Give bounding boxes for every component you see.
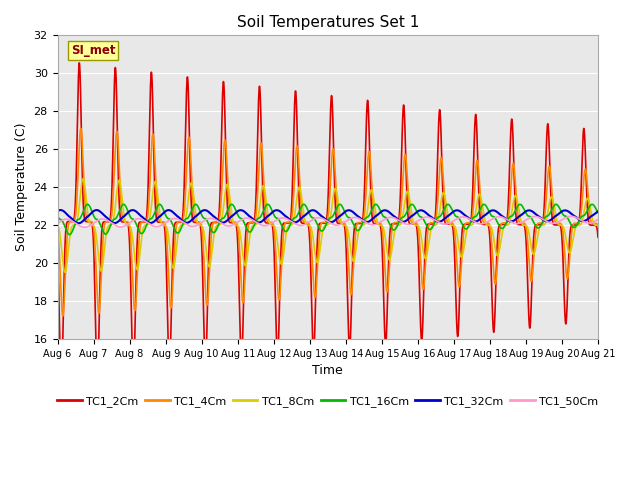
Legend: TC1_2Cm, TC1_4Cm, TC1_8Cm, TC1_16Cm, TC1_32Cm, TC1_50Cm: TC1_2Cm, TC1_4Cm, TC1_8Cm, TC1_16Cm, TC1… — [53, 392, 603, 412]
TC1_4Cm — [151, 157, 159, 163]
TC1_32Cm — [57, 207, 65, 213]
Line: TC1_16Cm: TC1_16Cm — [58, 204, 598, 235]
TC1_50Cm — [567, 214, 575, 219]
TC1_32Cm — [480, 213, 488, 219]
TC1_4Cm — [308, 246, 316, 252]
TC1_8Cm — [449, 222, 457, 228]
TC1_32Cm — [75, 220, 83, 226]
TC1_4Cm — [77, 125, 84, 131]
Line: TC1_50Cm: TC1_50Cm — [58, 216, 598, 227]
TC1_16Cm — [84, 202, 92, 207]
TC1_2Cm — [480, 222, 488, 228]
TC1_50Cm — [81, 224, 88, 230]
TC1_2Cm — [449, 226, 457, 231]
TC1_4Cm — [594, 223, 602, 229]
Title: Soil Temperatures Set 1: Soil Temperatures Set 1 — [237, 15, 419, 30]
TC1_4Cm — [594, 222, 602, 228]
TC1_32Cm — [594, 209, 602, 215]
TC1_50Cm — [308, 217, 316, 223]
Line: TC1_8Cm: TC1_8Cm — [58, 179, 598, 273]
TC1_8Cm — [594, 222, 602, 228]
Line: TC1_2Cm: TC1_2Cm — [58, 63, 598, 383]
TC1_4Cm — [480, 219, 488, 225]
TC1_2Cm — [151, 191, 159, 197]
TC1_50Cm — [419, 215, 427, 221]
TC1_8Cm — [61, 270, 69, 276]
TC1_16Cm — [449, 209, 457, 215]
TC1_2Cm — [58, 380, 65, 385]
X-axis label: Time: Time — [312, 364, 343, 377]
TC1_50Cm — [54, 220, 61, 226]
TC1_32Cm — [308, 207, 316, 213]
TC1_16Cm — [480, 202, 488, 207]
TC1_2Cm — [419, 312, 427, 318]
TC1_4Cm — [419, 287, 427, 292]
TC1_2Cm — [54, 242, 61, 248]
TC1_50Cm — [594, 216, 602, 222]
TC1_4Cm — [54, 225, 61, 230]
TC1_8Cm — [594, 223, 602, 228]
TC1_32Cm — [594, 208, 602, 214]
TC1_8Cm — [151, 179, 159, 184]
TC1_16Cm — [66, 232, 74, 238]
TC1_16Cm — [54, 213, 61, 218]
TC1_2Cm — [594, 228, 602, 234]
Line: TC1_32Cm: TC1_32Cm — [58, 210, 598, 223]
TC1_2Cm — [308, 303, 316, 309]
TC1_16Cm — [594, 209, 602, 215]
TC1_8Cm — [480, 211, 488, 217]
TC1_16Cm — [594, 210, 602, 216]
TC1_2Cm — [594, 234, 602, 240]
TC1_8Cm — [79, 176, 87, 181]
TC1_16Cm — [308, 215, 316, 220]
TC1_2Cm — [76, 60, 83, 66]
TC1_8Cm — [419, 247, 427, 252]
TC1_50Cm — [151, 224, 159, 229]
Y-axis label: Soil Temperature (C): Soil Temperature (C) — [15, 123, 28, 252]
TC1_32Cm — [151, 218, 159, 224]
TC1_50Cm — [449, 218, 457, 224]
TC1_32Cm — [449, 209, 457, 215]
TC1_50Cm — [594, 217, 602, 223]
Line: TC1_4Cm: TC1_4Cm — [58, 128, 598, 316]
TC1_32Cm — [419, 208, 427, 214]
TC1_16Cm — [419, 216, 427, 221]
TC1_32Cm — [54, 208, 61, 214]
TC1_16Cm — [151, 209, 159, 215]
TC1_8Cm — [308, 227, 316, 233]
TC1_8Cm — [54, 223, 61, 228]
TC1_4Cm — [449, 221, 457, 227]
TC1_50Cm — [479, 221, 487, 227]
TC1_4Cm — [59, 313, 67, 319]
Text: SI_met: SI_met — [71, 45, 116, 58]
